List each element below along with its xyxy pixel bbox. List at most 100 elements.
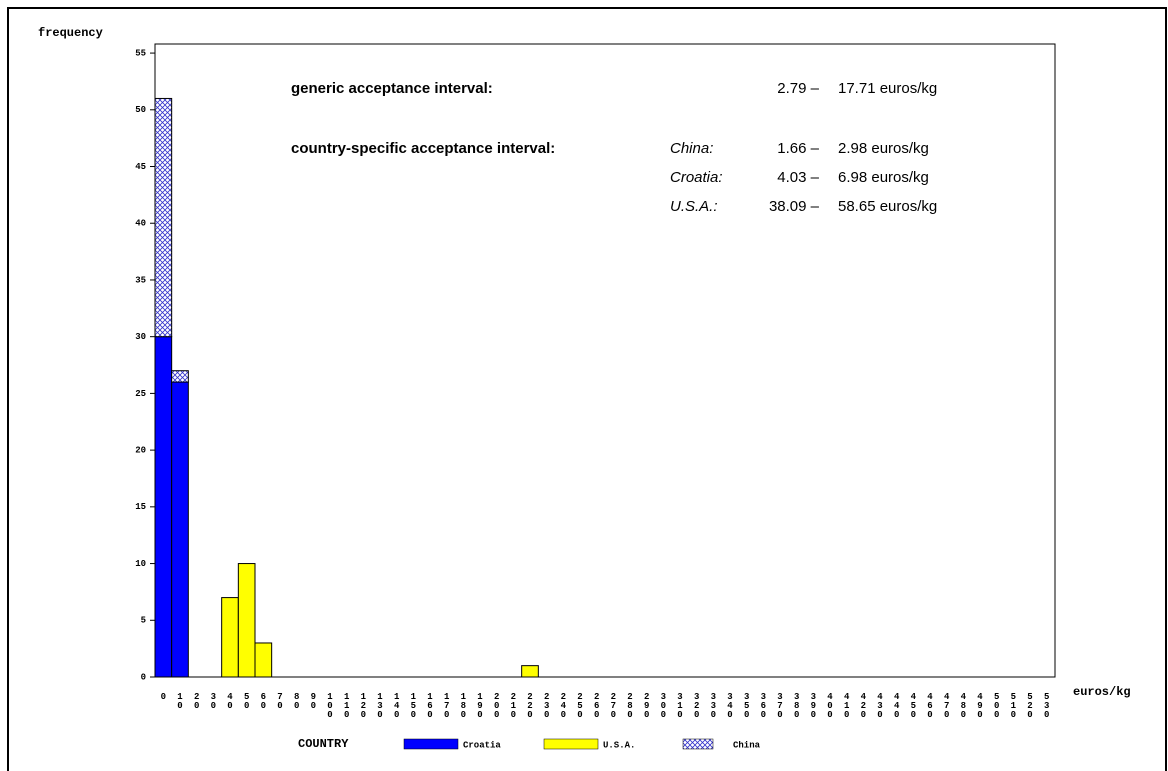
annotation: China: [670,140,713,157]
annotation: Croatia: [670,169,723,186]
y-tick-label: 5 [141,616,146,626]
bar [171,370,189,383]
bar [171,381,189,678]
x-axis-label: euros/kg [1073,685,1131,699]
y-tick-label: 20 [135,445,146,455]
annotation: country-specific acceptance interval: [291,140,555,157]
bar [521,665,539,678]
y-tick-label: 35 [135,275,146,285]
bar [221,597,239,678]
y-tick-label: 40 [135,219,146,229]
bar [254,642,273,678]
legend-swatch [403,738,459,750]
annotation: 1.66 – [777,140,819,157]
plot-frame [154,43,1056,678]
y-tick-label: 15 [135,502,146,512]
y-tick-label: 10 [135,559,146,569]
y-tick-label: 45 [135,162,146,172]
legend-title: COUNTRY [298,737,349,751]
legend-label: U.S.A. [603,740,635,750]
annotation: 4.03 – [777,169,819,186]
annotation: 2.98 euros/kg [838,140,929,157]
legend-swatch [682,738,714,750]
legend-label: Croatia [463,740,501,750]
legend-label: China [733,740,761,750]
y-tick-label: 25 [135,389,146,399]
y-tick-label: 0 [141,672,146,682]
bar [154,336,173,678]
y-tick-label: 30 [135,332,146,342]
annotation: 2.79 – [777,80,819,97]
annotation: 58.65 euros/kg [838,198,937,215]
y-tick-label: 50 [135,105,146,115]
bar [237,563,256,678]
annotation: generic acceptance interval: [291,80,493,97]
page-frame [7,7,1167,771]
y-axis-label: frequency [38,26,103,40]
x-tick-label: 0 [161,692,166,702]
bar [154,97,173,338]
y-tick-label: 55 [135,48,146,58]
annotation: 17.71 euros/kg [838,80,937,97]
annotation: U.S.A.: [670,198,718,215]
legend-swatch [543,738,599,750]
annotation: 6.98 euros/kg [838,169,929,186]
annotation: 38.09 – [769,198,820,215]
